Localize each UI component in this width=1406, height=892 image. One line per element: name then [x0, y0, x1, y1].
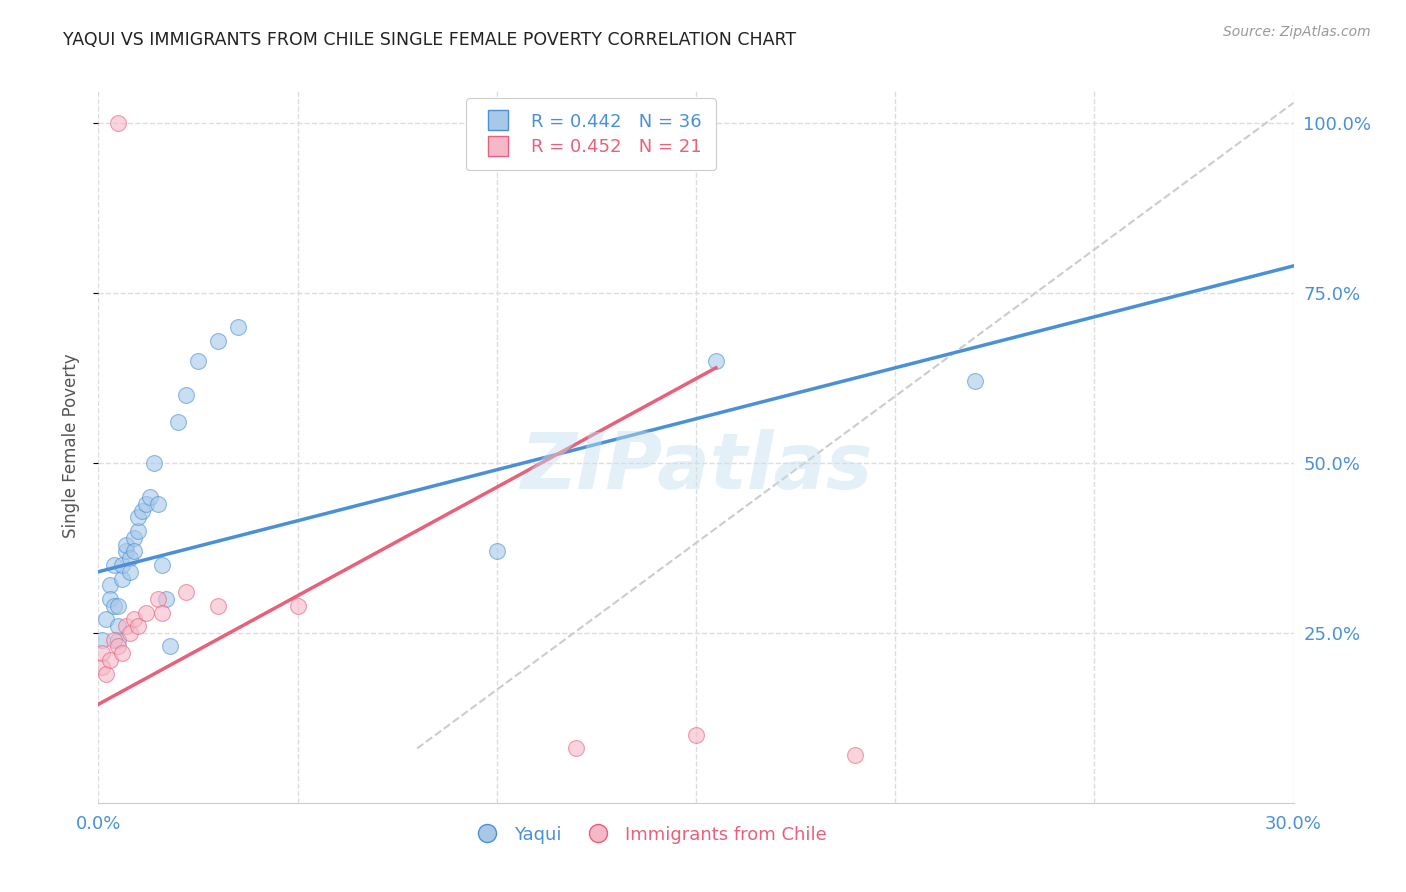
Point: [704, 354, 727, 368]
Text: YAQUI VS IMMIGRANTS FROM CHILE SINGLE FEMALE POVERTY CORRELATION CHART: YAQUI VS IMMIGRANTS FROM CHILE SINGLE FE…: [63, 31, 796, 49]
Point: [174, 388, 197, 402]
Point: [963, 375, 986, 389]
Point: [167, 415, 190, 429]
Point: [107, 640, 129, 654]
Point: [148, 591, 170, 606]
Point: [111, 558, 134, 572]
Point: [98, 653, 122, 667]
Point: [115, 619, 138, 633]
Point: [111, 646, 134, 660]
Point: [91, 646, 114, 660]
Point: [124, 544, 146, 558]
Point: [103, 632, 125, 647]
Point: [159, 640, 181, 654]
Point: [174, 585, 197, 599]
Point: [91, 632, 114, 647]
Point: [115, 544, 138, 558]
Legend: Yaqui, Immigrants from Chile: Yaqui, Immigrants from Chile: [463, 819, 834, 851]
Point: [135, 606, 157, 620]
Point: [124, 612, 146, 626]
Point: [98, 578, 122, 592]
Point: [207, 334, 229, 348]
Point: [127, 619, 149, 633]
Point: [143, 456, 166, 470]
Point: [107, 599, 129, 613]
Point: [96, 666, 118, 681]
Point: [120, 565, 142, 579]
Point: [150, 606, 173, 620]
Text: ZIPatlas: ZIPatlas: [520, 429, 872, 506]
Point: [150, 558, 173, 572]
Point: [120, 626, 142, 640]
Point: [96, 612, 118, 626]
Point: [226, 320, 249, 334]
Point: [187, 354, 209, 368]
Point: [107, 619, 129, 633]
Point: [127, 510, 149, 524]
Point: [287, 599, 309, 613]
Point: [91, 660, 114, 674]
Point: [844, 748, 866, 763]
Point: [107, 116, 129, 130]
Point: [207, 599, 229, 613]
Point: [485, 544, 508, 558]
Point: [139, 490, 162, 504]
Point: [565, 741, 588, 756]
Point: [585, 129, 607, 144]
Point: [131, 503, 153, 517]
Point: [115, 537, 138, 551]
Point: [124, 531, 146, 545]
Point: [120, 551, 142, 566]
Point: [103, 599, 125, 613]
Point: [155, 591, 177, 606]
Point: [98, 591, 122, 606]
Point: [127, 524, 149, 538]
Text: Source: ZipAtlas.com: Source: ZipAtlas.com: [1223, 25, 1371, 39]
Point: [103, 558, 125, 572]
Point: [135, 497, 157, 511]
Point: [685, 728, 707, 742]
Point: [111, 572, 134, 586]
Point: [107, 632, 129, 647]
Point: [148, 497, 170, 511]
Y-axis label: Single Female Poverty: Single Female Poverty: [62, 354, 80, 538]
